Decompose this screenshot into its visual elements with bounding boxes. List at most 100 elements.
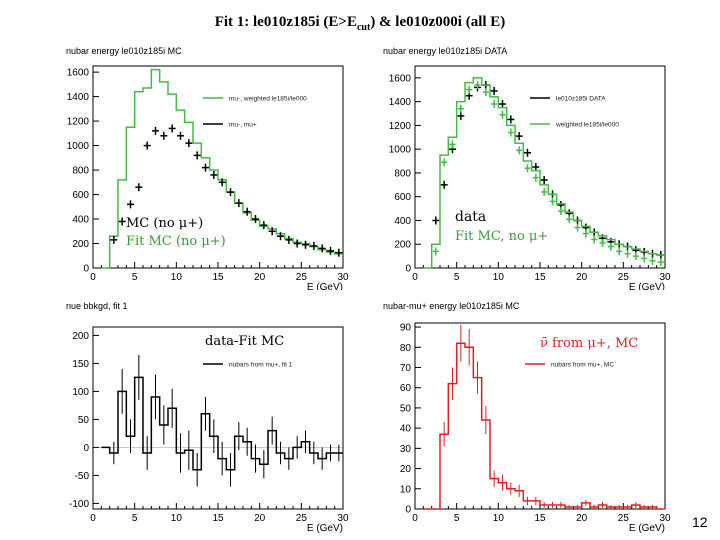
y-tick-label: -100 bbox=[69, 499, 89, 510]
y-tick-label: 40 bbox=[400, 424, 412, 435]
x-tick-label: 0 bbox=[90, 513, 96, 524]
annotation-mc-no-muplus: MC (no μ+) bbox=[126, 216, 204, 231]
chart-panel-4: nubar-mu+ energy le010z185i MC 0 10 20 30 40 5… bbox=[383, 301, 671, 534]
x-tick-label: 10 bbox=[493, 272, 505, 283]
y-tick-label: 30 bbox=[400, 444, 412, 455]
y-tick-label: 100 bbox=[72, 387, 89, 398]
histogram-line bbox=[101, 376, 343, 471]
annotation-data: data bbox=[455, 209, 487, 225]
x-tick-label: 20 bbox=[576, 272, 588, 283]
x-tick-label: 30 bbox=[337, 272, 349, 283]
y-tick-label: 0 bbox=[405, 505, 411, 516]
x-axis-label: E (GeV) bbox=[307, 523, 343, 534]
y-tick-label: 1400 bbox=[389, 97, 412, 108]
y-tick-label: 20 bbox=[400, 464, 412, 475]
x-tick-label: 0 bbox=[90, 272, 96, 283]
y-tick-label: 1400 bbox=[67, 92, 90, 103]
plot-frame bbox=[92, 326, 344, 510]
x-tick-label: 10 bbox=[171, 272, 183, 283]
x-tick-label: 5 bbox=[132, 513, 138, 524]
page-number: 12 bbox=[692, 514, 708, 530]
y-tick-label: 400 bbox=[394, 216, 411, 227]
title-subscript: cut bbox=[356, 22, 371, 33]
histogram-line bbox=[423, 77, 665, 269]
chart-panel-3: nue bbkgd, fit 1 -100 -50 0 50 100 150 200 0 5 10 1… bbox=[66, 301, 349, 534]
y-tick-label: 1000 bbox=[389, 145, 412, 156]
legend-label: nubars from mu+, MC bbox=[551, 362, 614, 369]
y-tick-label: 800 bbox=[394, 168, 411, 179]
x-tick-label: 5 bbox=[454, 272, 460, 283]
x-tick-label: 0 bbox=[412, 513, 418, 524]
y-tick-label: -50 bbox=[75, 471, 90, 482]
y-tick-label: 150 bbox=[72, 359, 89, 370]
histogram-line bbox=[423, 342, 665, 510]
y-tick-label: 1200 bbox=[67, 117, 90, 128]
x-axis-label: E (GeV) bbox=[629, 282, 665, 290]
y-tick-label: 1200 bbox=[389, 121, 412, 132]
x-tick-label: 5 bbox=[132, 272, 138, 283]
chart-title: nubar-mu+ energy le010z185i MC bbox=[383, 301, 520, 311]
x-tick-label: 15 bbox=[534, 272, 546, 283]
x-tick-label: 15 bbox=[212, 272, 224, 283]
y-tick-label: 60 bbox=[400, 383, 412, 394]
slide-title: Fit 1: le010z185i (E>Ecut) & le010z000i … bbox=[0, 14, 720, 33]
legend-label: weighted le185i/le000 bbox=[555, 122, 619, 129]
y-tick-label: 90 bbox=[400, 323, 412, 334]
y-tick-label: 1600 bbox=[389, 73, 412, 84]
x-tick-label: 30 bbox=[659, 513, 671, 524]
x-tick-label: 20 bbox=[254, 272, 266, 283]
y-tick-label: 600 bbox=[72, 190, 89, 201]
x-tick-label: 20 bbox=[254, 513, 266, 524]
chart-panel-1: nubar energy le010z185i MC02004006008001… bbox=[66, 46, 349, 290]
annotation-fit-mc-no-muplus-data: Fit MC, no μ+ bbox=[455, 229, 549, 244]
series-1 bbox=[423, 325, 665, 510]
x-tick-label: 10 bbox=[171, 513, 183, 524]
x-axis-label: E (GeV) bbox=[629, 523, 665, 534]
annotation-data-minus-fit: data-Fit MC bbox=[205, 334, 285, 349]
y-tick-label: 50 bbox=[78, 415, 90, 426]
y-tick-label: 400 bbox=[72, 215, 89, 226]
x-tick-label: 25 bbox=[618, 513, 630, 524]
chart-panel-2: nubar energy le010z185i DATA020040060080… bbox=[383, 46, 671, 290]
title-main: Fit 1: le010z185i (E>E bbox=[214, 14, 357, 30]
y-tick-label: 0 bbox=[83, 264, 89, 275]
legend-label: mu-, mu+ bbox=[229, 122, 257, 129]
x-tick-label: 15 bbox=[534, 513, 546, 524]
y-tick-label: 1600 bbox=[67, 68, 90, 79]
x-tick-label: 0 bbox=[412, 272, 418, 283]
chart-title: nubar energy le010z185i DATA bbox=[383, 46, 507, 56]
x-axis-label: E (GeV) bbox=[307, 282, 343, 290]
y-tick-label: 1000 bbox=[67, 141, 90, 152]
series-2 bbox=[423, 77, 665, 269]
x-tick-label: 5 bbox=[454, 513, 460, 524]
y-tick-label: 10 bbox=[400, 484, 412, 495]
annotation-nubar-from-muplus: ν̄ from μ+, MC bbox=[540, 336, 639, 351]
series-1 bbox=[101, 355, 343, 487]
y-tick-label: 50 bbox=[400, 403, 412, 414]
chart-title: nue bbkgd, fit 1 bbox=[66, 301, 128, 311]
y-tick-label: 0 bbox=[405, 264, 411, 275]
legend-label: nubars from mu+, fit 1 bbox=[229, 362, 293, 369]
series-2 bbox=[110, 124, 343, 257]
y-tick-label: 0 bbox=[83, 443, 89, 454]
y-tick-label: 800 bbox=[72, 166, 89, 177]
y-tick-label: 200 bbox=[72, 331, 89, 342]
legend-label: le010z185i DATA bbox=[556, 96, 606, 103]
chart-title: nubar energy le010z185i MC bbox=[66, 46, 182, 56]
x-tick-label: 25 bbox=[296, 272, 308, 283]
x-tick-label: 10 bbox=[493, 513, 505, 524]
x-tick-label: 25 bbox=[296, 513, 308, 524]
y-tick-label: 70 bbox=[400, 363, 412, 374]
x-tick-label: 25 bbox=[618, 272, 630, 283]
y-tick-label: 200 bbox=[394, 240, 411, 251]
y-tick-label: 80 bbox=[400, 343, 412, 354]
x-tick-label: 15 bbox=[212, 513, 224, 524]
x-tick-label: 30 bbox=[659, 272, 671, 283]
legend-label: mu-, weighted le185i/le000 bbox=[229, 96, 307, 103]
x-tick-label: 30 bbox=[337, 513, 349, 524]
annotation-fit-mc-no-muplus: Fit MC (no μ+) bbox=[126, 234, 226, 249]
y-tick-label: 200 bbox=[72, 239, 89, 250]
title-rest: ) & le010z000i (all E) bbox=[370, 14, 506, 30]
y-tick-label: 600 bbox=[394, 192, 411, 203]
x-tick-label: 20 bbox=[576, 513, 588, 524]
